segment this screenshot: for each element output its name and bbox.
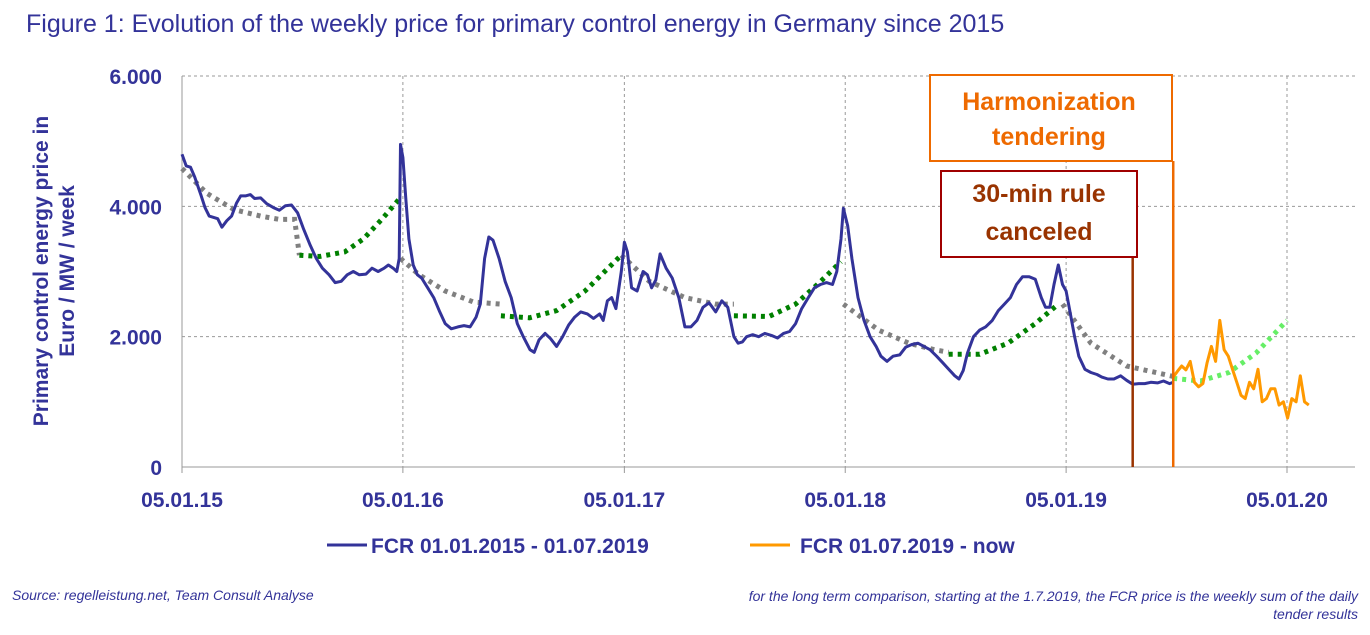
x-tick-label: 05.01.18	[804, 489, 886, 512]
annotations: 30-min rule canceled Harmonization tenderin…	[929, 74, 1175, 467]
trend-line	[948, 302, 1060, 357]
trend-line	[1060, 302, 1174, 379]
annotation-box	[929, 74, 1173, 162]
trend-lines	[180, 166, 1289, 384]
annotation-label: Harmonization	[962, 88, 1136, 116]
trend-line	[1172, 318, 1289, 384]
tick-labels: 0 2.000 4.000 6.000 05.01.15 05.01.16 05.01.17…	[109, 66, 1327, 512]
x-tick-label: 05.01.19	[1025, 489, 1107, 512]
legend-label: FCR 01.01.2015 - 01.07.2019	[371, 535, 649, 558]
legend: FCR 01.01.2015 - 01.07.2019 FCR 01.07.201…	[327, 535, 1015, 558]
trend-line	[841, 302, 950, 355]
methodology-note: for the long term comparison, starting a…	[748, 588, 1358, 622]
y-tick-label: 2.000	[109, 327, 162, 350]
trend-line	[299, 198, 401, 260]
gridlines	[182, 75, 1355, 467]
series-line-1	[180, 142, 1174, 386]
y-axis-label-line: Primary control energy price in	[30, 116, 53, 426]
axes	[181, 76, 1355, 473]
annotation-label: canceled	[985, 218, 1092, 246]
source-note: Source: regelleistung.net, Team Consult …	[12, 587, 314, 603]
x-tick-label: 05.01.20	[1246, 489, 1328, 512]
annotation-label: 30-min rule	[972, 180, 1105, 208]
trend-line	[180, 166, 302, 256]
series-lines	[180, 142, 1310, 420]
trend-line	[398, 256, 502, 307]
annotation-label: tendering	[992, 123, 1106, 151]
x-tick-label: 05.01.16	[362, 489, 444, 512]
trend-line	[733, 259, 843, 320]
y-axis-label-line: Euro / MW / week	[56, 185, 79, 357]
series-line-2	[1171, 318, 1310, 420]
trend-line	[500, 253, 624, 321]
x-tick-label: 05.01.15	[141, 489, 223, 512]
y-tick-label: 4.000	[109, 196, 162, 219]
x-tick-label: 05.01.17	[583, 489, 665, 512]
legend-label: FCR 01.07.2019 - now	[800, 535, 1015, 558]
chart-title: Figure 1: Evolution of the weekly price …	[26, 10, 1005, 38]
y-tick-label: 0	[150, 457, 162, 480]
y-axis-label: Primary control energy price in Euro / MW…	[30, 116, 79, 426]
y-tick-label: 6.000	[109, 66, 162, 89]
annotation-box	[940, 170, 1138, 258]
